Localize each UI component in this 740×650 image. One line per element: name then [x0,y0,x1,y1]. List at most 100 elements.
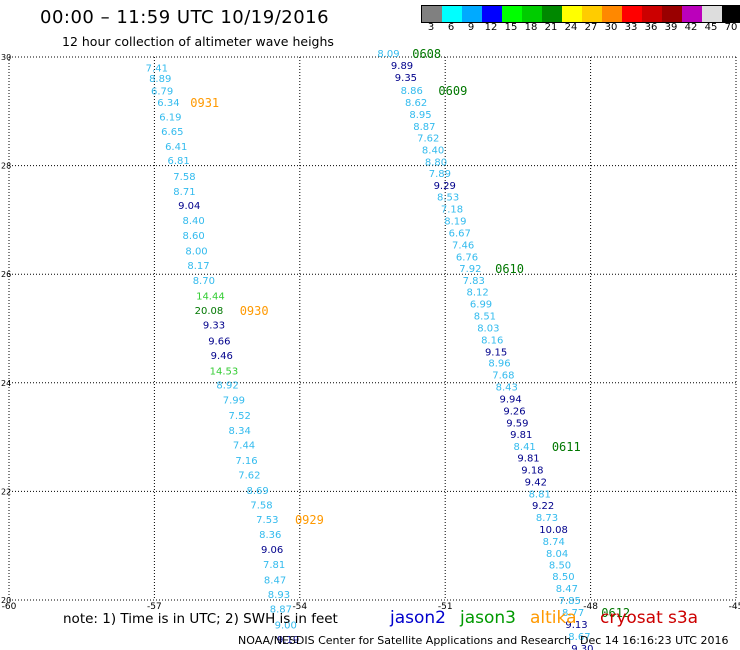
wave-height-value: 8.03 [477,323,499,334]
page-subtitle: 12 hour collection of altimeter wave hei… [62,34,334,49]
legend-swatch [622,6,642,22]
wave-height-value: 8.86 [401,86,423,97]
legend-swatch-label: 6 [447,22,455,33]
wave-height-value: 8.77 [562,608,584,619]
wave-height-value: 8.17 [187,261,209,272]
pass-time-label: 0610 [495,262,524,276]
lon-tick-label: -54 [292,602,307,612]
legend-swatch-label: 3 [427,22,435,33]
wave-height-value: 7.68 [492,371,514,382]
wave-height-value: 8.93 [268,590,290,601]
wave-height-value: 7.83 [463,276,485,287]
lon-tick-label: -48 [583,602,598,612]
wave-height-value: 8.87 [270,605,292,616]
wave-height-value: 9.00 [275,620,297,631]
wave-height-value: 9.35 [395,73,417,84]
wave-height-value: 9.59 [506,418,528,429]
legend-swatch-label: 21 [544,22,558,33]
wave-height-value: 7.62 [238,471,260,482]
legend-swatch-label: 24 [564,22,578,33]
legend-swatch [522,6,542,22]
wave-height-value: 9.33 [203,321,225,332]
wave-height-value: 6.99 [470,300,492,311]
wave-height-value: 7.44 [233,441,255,452]
page-title: 00:00 – 11:59 UTC 10/19/2016 [40,7,330,28]
lon-tick-label: -60 [2,602,17,612]
wave-height-value: 6.19 [159,113,181,124]
legend-swatch [542,6,562,22]
wave-height-value: 9.66 [208,336,230,347]
satellite-label-s3a: s3a [668,608,699,628]
wave-height-value: 7.92 [459,264,481,275]
wave-height-value: 9.42 [525,478,547,489]
pass-time-label: 0612 [601,606,630,620]
wave-height-value: 14.44 [196,291,225,302]
wave-height-value: 9.18 [521,466,543,477]
satellite-label-altika: altika [530,608,577,628]
legend-swatch-label: 33 [624,22,638,33]
wave-height-value: 7.53 [256,515,278,526]
wave-height-value: 6.34 [157,98,179,109]
wave-height-value: 9.06 [261,545,283,556]
pass-time-label: 0609 [438,84,467,98]
legend-swatch-label: 36 [644,22,658,33]
legend-swatch-label: 18 [524,22,538,33]
wave-height-value: 8.70 [193,276,215,287]
wave-height-value: 8.40 [183,216,205,227]
wave-height-value: 7.58 [173,172,195,183]
map-grid [8,56,737,601]
wave-height-value: 6.67 [449,228,471,239]
wave-height-value: 8.04 [546,549,568,560]
legend-swatch [702,6,722,22]
wave-height-value: 8.00 [185,246,207,257]
wave-height-value: 8.41 [514,442,536,453]
lon-tick-label: -45 [729,602,740,612]
wave-height-value: 9.29 [434,181,456,192]
legend-swatch-label: 39 [664,22,678,33]
wave-height-value: 8.81 [529,490,551,501]
wave-height-value: 8.34 [229,426,251,437]
wave-height-value: 7.41 [146,63,168,74]
wave-height-value: 14.53 [210,366,239,377]
wave-height-value: 7.99 [223,396,245,407]
wave-height-value: 8.96 [488,359,510,370]
wave-height-value: 7.81 [263,560,285,571]
wave-height-value: 9.89 [391,61,413,72]
wave-height-value: 9.46 [211,351,233,362]
legend-swatch [502,6,522,22]
lat-tick-label: 20 [1,596,11,605]
wave-height-value: 8.74 [543,537,565,548]
wave-height-value: 8.89 [149,74,171,85]
wave-height-value: 8.73 [536,513,558,524]
wave-height-value: 6.65 [161,127,183,138]
wave-height-value: 8.62 [405,98,427,109]
wave-height-value: 6.41 [165,142,187,153]
legend-swatch-label: 12 [484,22,498,33]
wave-height-value: 8.40 [422,145,444,156]
lat-tick-label: 22 [1,487,11,496]
lat-tick-label: 26 [1,270,11,279]
wave-height-value: 8.47 [556,584,578,595]
wave-height-value: 8.67 [568,632,590,643]
lon-tick-label: -51 [438,602,453,612]
legend-swatch [642,6,662,22]
legend-swatch [722,6,740,22]
color-scale-legend [421,5,740,23]
wave-height-value: 7.89 [429,169,451,180]
wave-height-value: 9.22 [532,501,554,512]
wave-height-value: 6.79 [151,87,173,98]
legend-swatch-label: 15 [504,22,518,33]
lat-tick-label: 30 [1,53,11,62]
wave-height-value: 8.09 [377,49,399,60]
legend-swatch [682,6,702,22]
legend-swatch [662,6,682,22]
wave-height-value: 7.16 [235,456,257,467]
legend-swatch-label: 45 [704,22,718,33]
wave-height-value: 8.71 [173,187,195,198]
wave-height-value: 9.04 [178,201,200,212]
legend-swatch [422,6,442,22]
wave-height-value: 10.08 [539,525,568,536]
